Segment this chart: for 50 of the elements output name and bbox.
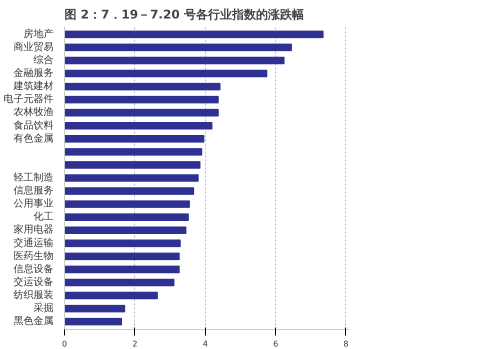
y-tick-label: 房地产 [24,28,54,40]
bar [64,161,200,169]
y-tick-label: 农林牧渔 [14,106,54,118]
y-tick-label: 公用事业 [14,198,54,210]
bar [64,108,219,116]
y-tick-label: 信息服务 [14,184,54,197]
bar [64,213,189,221]
y-tick-label: 纺织服装 [14,289,54,302]
bar [64,200,190,208]
y-tick-label: 综合 [34,54,54,66]
bar [64,292,158,300]
x-tick-label: 0 [62,340,68,348]
bar [64,82,221,90]
y-tick-label: 有色金属 [14,132,54,144]
bar [64,252,180,260]
y-tick-label: 交运设备 [14,276,54,288]
bar [64,96,219,104]
chart-title: 图 2：7．19－7.20 号各行业指数的涨跌幅 [64,8,304,22]
y-tick-label: 食品饮料 [14,119,54,132]
y-tick-label: 建筑建材 [12,80,54,92]
x-tick-label: 2 [132,340,138,348]
y-tick-label: 化工 [34,210,54,223]
bar [64,266,180,274]
bar [64,174,199,182]
bar [64,226,186,234]
bar [64,148,202,156]
bar [64,304,126,312]
y-tick-label: 信息设备 [14,262,54,275]
bar [64,240,181,248]
y-tick-label: 采掘 [34,302,54,314]
bar [64,30,324,38]
bar [64,318,122,326]
y-tick-label: 医药生物 [14,250,54,262]
y-tick-label: 交通运输 [14,236,54,249]
bar [64,70,268,78]
y-tick-label: 商业贸易 [14,40,54,53]
y-tick-label: 黑色金属 [14,315,54,328]
x-tick-label: 4 [202,340,208,348]
bar [64,135,204,143]
bar [64,122,212,130]
y-tick-label: 金融服务 [14,67,54,80]
bar [64,56,285,64]
bar [64,278,174,286]
x-tick-label: 8 [343,340,349,348]
y-tick-label: 家用电器 [14,224,54,236]
bar [64,187,194,195]
x-tick-label: 6 [273,340,278,348]
bar [64,44,292,52]
y-tick-label: 电子元器件 [4,93,54,106]
y-tick-label: 轻工制造 [14,172,54,184]
